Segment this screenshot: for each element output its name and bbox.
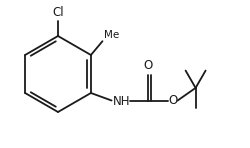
Text: O: O: [168, 94, 178, 107]
Text: Me: Me: [104, 30, 120, 40]
Text: O: O: [143, 58, 152, 71]
Text: Cl: Cl: [52, 6, 64, 19]
Text: NH: NH: [112, 95, 130, 108]
